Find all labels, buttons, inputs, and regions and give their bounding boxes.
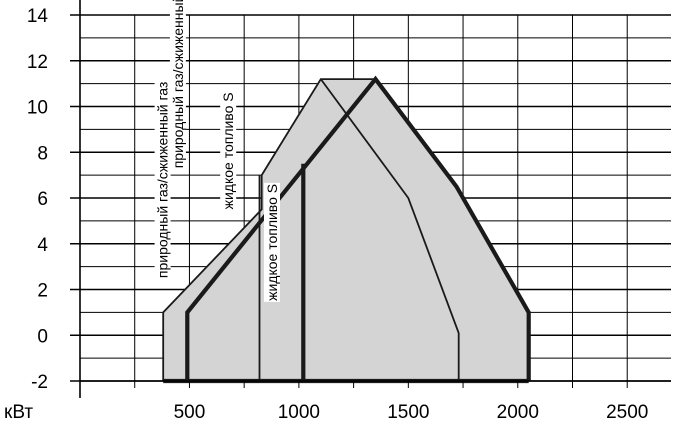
curve-annotation: жидкое топливо S: [220, 91, 237, 211]
y-tick-label: -2: [31, 372, 48, 393]
y-tick-label: 14: [27, 6, 49, 27]
series-outline-thick: [185, 75, 531, 381]
curve-annotation-background: [169, 0, 186, 170]
y-tick-label: 6: [37, 189, 48, 210]
curve-annotation-text: жидкое топливо S: [220, 92, 236, 209]
y-tick-label: 0: [37, 326, 48, 347]
curve-annotation: жидкое топливо S: [264, 182, 280, 302]
y-tick-label: 8: [37, 143, 48, 164]
curve-annotation-background: [154, 80, 171, 280]
curve-annotation: природный газ/сжиженный газ: [154, 80, 171, 280]
y-tick-label: 4: [37, 235, 48, 256]
axes: [79, 0, 671, 398]
y-tick-label: 10: [27, 98, 48, 119]
y-tick-label: 2: [37, 281, 48, 302]
curve-annotation-background: [220, 91, 237, 211]
working-field-areas: [163, 79, 529, 381]
x-tick-label: 2000: [497, 402, 539, 423]
working-field-area: [187, 79, 529, 381]
x-unit-label: кВт: [4, 402, 33, 423]
curve-annotation-text: природный газ/сжиженный газ: [155, 82, 171, 278]
x-tick-label: 1000: [278, 402, 320, 423]
x-tick-label: 1500: [387, 402, 429, 423]
y-tick-label: 12: [27, 52, 48, 73]
tick-labels: -2 0 2 4 6 8 10 12 14 500 1000 1500 2000 2500: [27, 6, 649, 423]
series-outline-thin: [320, 78, 460, 381]
working-field-area: [320, 79, 459, 381]
x-tick-label: 500: [174, 402, 206, 423]
x-tick-label: 2500: [606, 402, 648, 423]
curve-annotation-text: природный газ/сжиженный газ: [170, 0, 186, 168]
curve-annotation-background: [264, 182, 280, 302]
curve-annotation: природный газ/сжиженный газ: [169, 0, 186, 170]
curve-annotation-text: жидкое топливо S: [264, 184, 280, 301]
